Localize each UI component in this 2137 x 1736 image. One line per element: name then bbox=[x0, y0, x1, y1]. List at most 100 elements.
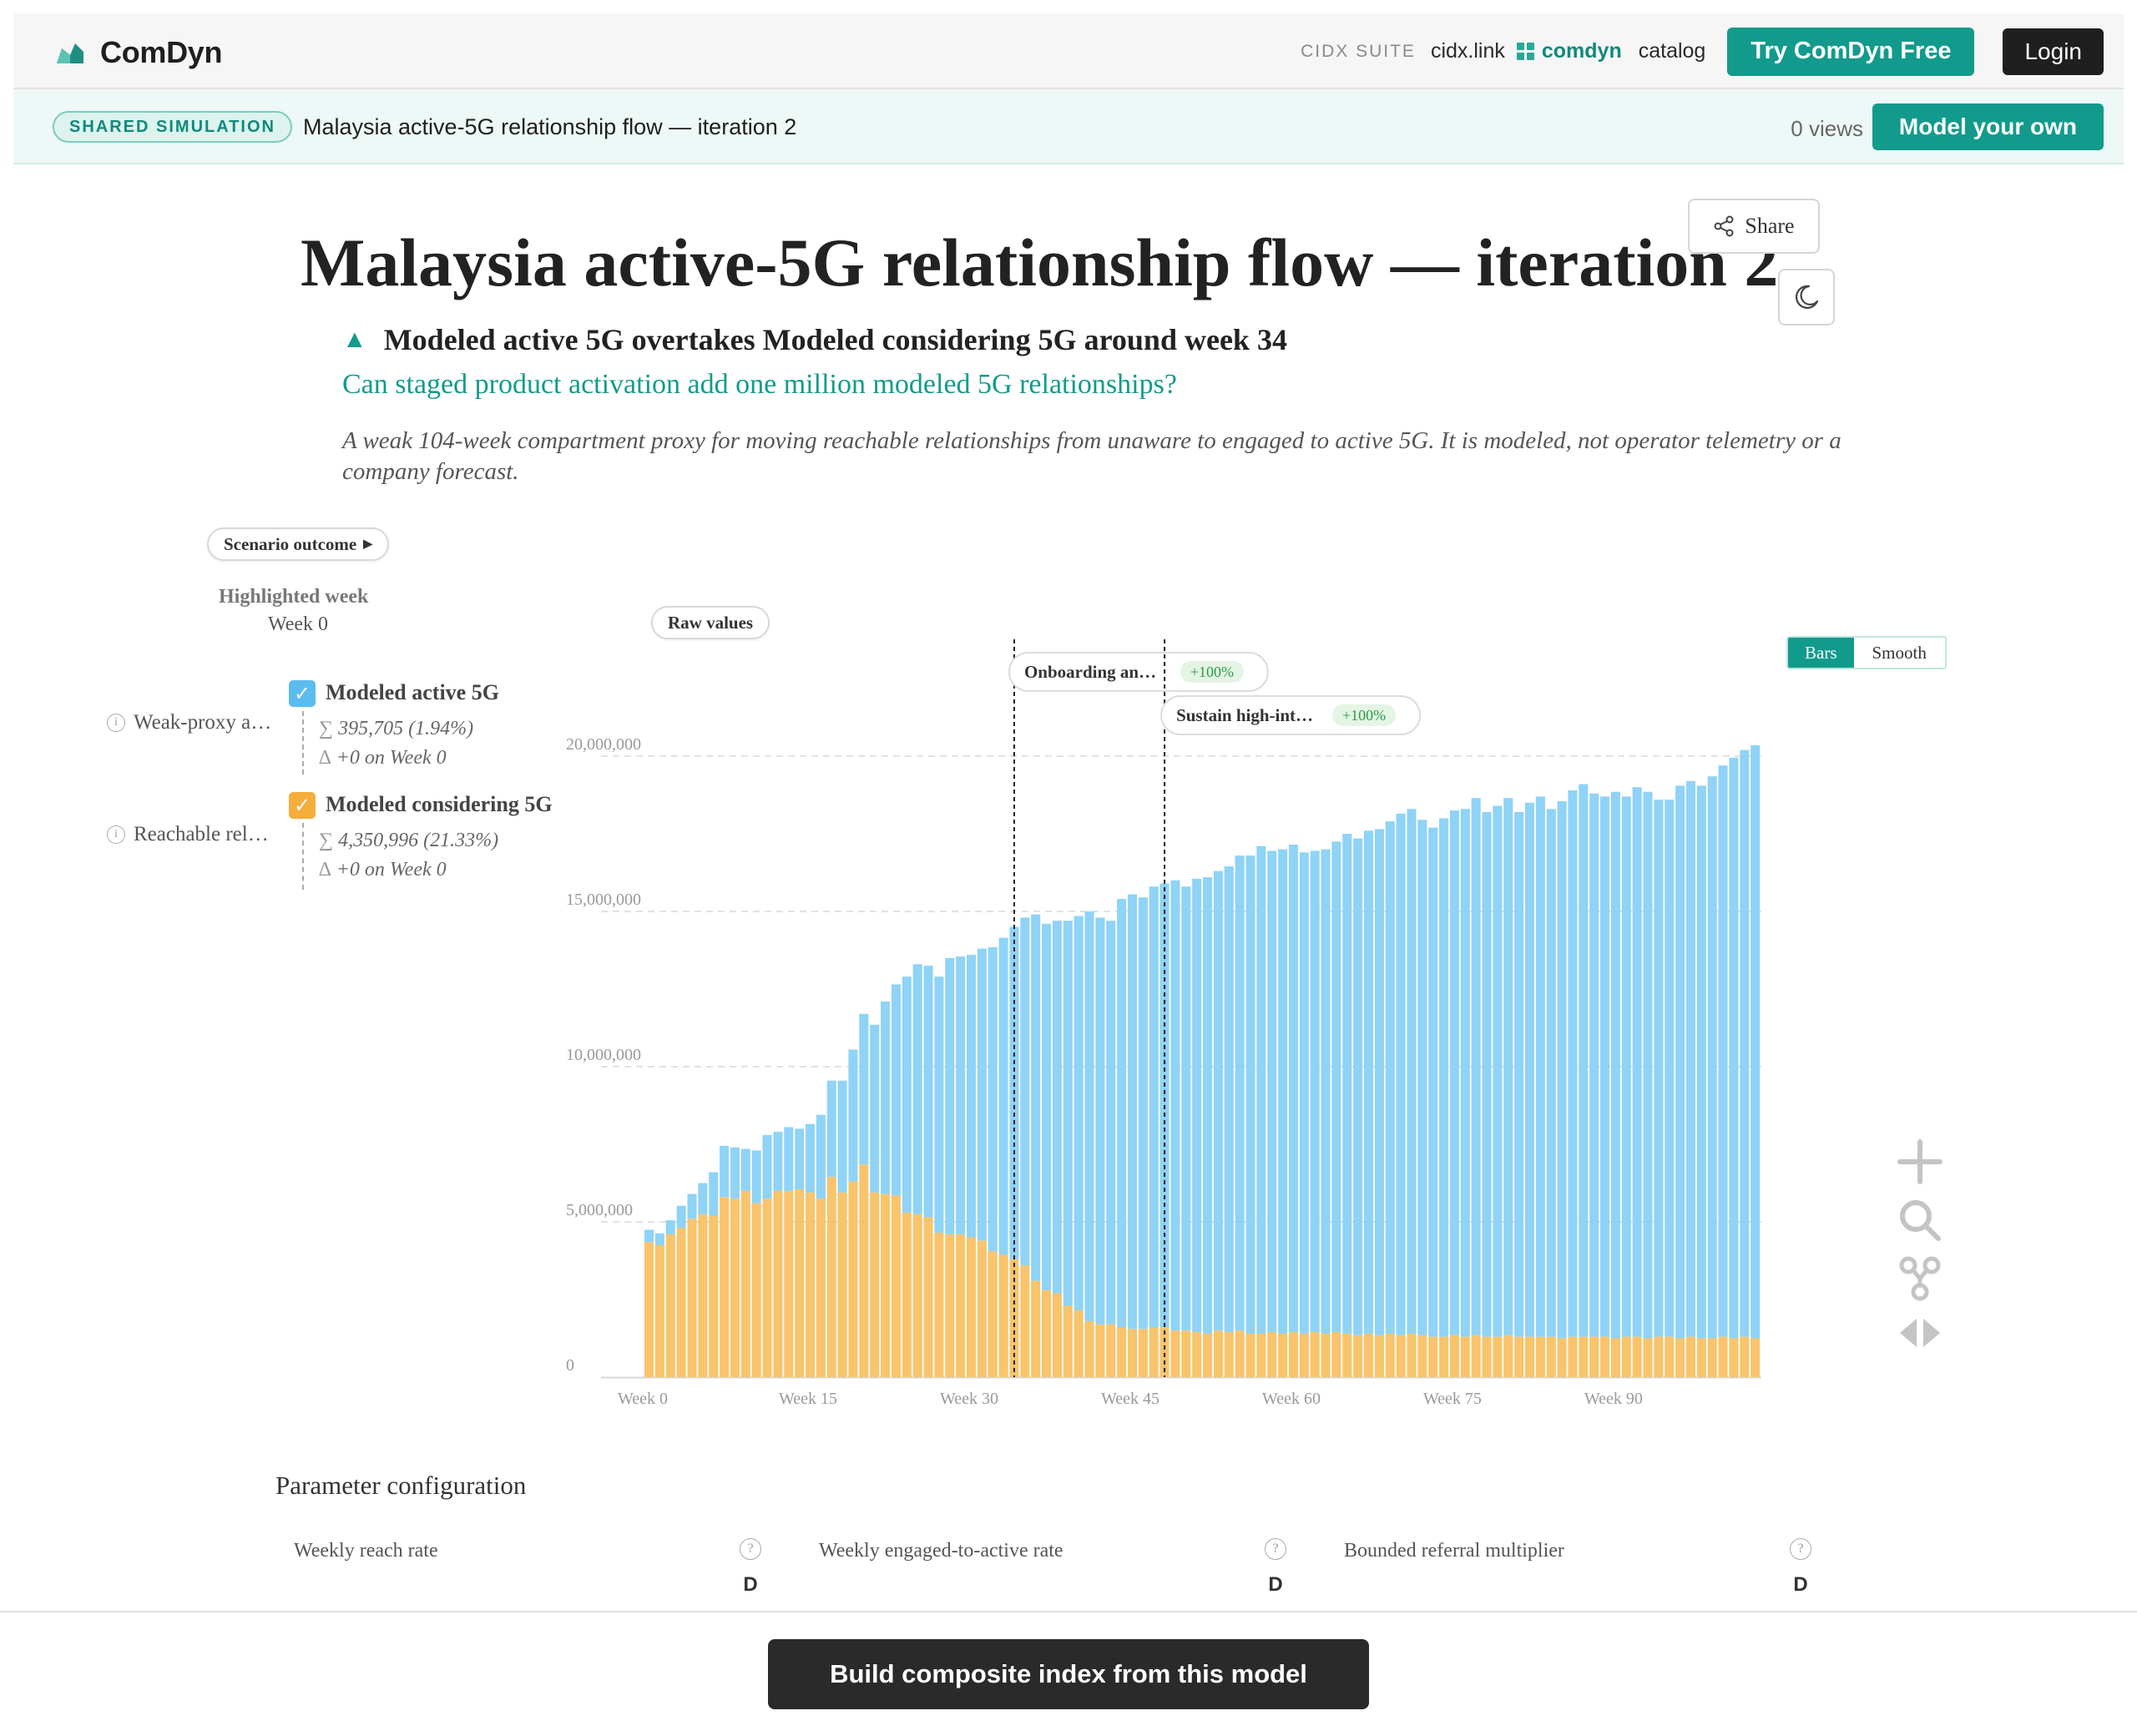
bar-active bbox=[1524, 802, 1535, 1337]
x-tick-label: Week 0 bbox=[618, 1390, 668, 1408]
checkbox-considering-5g[interactable]: ✓ bbox=[289, 792, 316, 819]
dark-mode-toggle[interactable] bbox=[1778, 269, 1835, 326]
bar-considering bbox=[1471, 1335, 1481, 1377]
bar-active bbox=[762, 1134, 772, 1199]
bar-considering bbox=[1685, 1336, 1696, 1377]
bar-active bbox=[988, 946, 998, 1252]
bar-considering bbox=[740, 1190, 750, 1377]
login-button[interactable]: Login bbox=[2003, 28, 2104, 75]
bar-active bbox=[1342, 834, 1352, 1334]
bar-active bbox=[998, 937, 1008, 1255]
plus-icon[interactable] bbox=[1895, 1137, 1945, 1187]
model-your-own-button[interactable]: Model your own bbox=[1872, 103, 2104, 150]
raw-values-label: Raw values bbox=[668, 612, 754, 633]
event-annotation[interactable]: Onboarding an… +100% bbox=[1008, 652, 1269, 692]
bar-considering bbox=[1374, 1335, 1384, 1377]
series-description-active[interactable]: i Weak-proxy a… bbox=[107, 711, 271, 734]
shared-badge: SHARED SIMULATION bbox=[53, 111, 292, 143]
reset-icon[interactable] bbox=[1895, 1312, 1945, 1354]
bar-active bbox=[1385, 821, 1395, 1334]
view-count: 0 views bbox=[1791, 116, 1863, 141]
bar-active bbox=[1020, 917, 1030, 1266]
bar-considering bbox=[730, 1199, 740, 1377]
bar-active bbox=[784, 1127, 794, 1191]
bar-considering bbox=[1181, 1330, 1191, 1377]
bar-considering bbox=[966, 1237, 977, 1377]
raw-values-pill[interactable]: Raw values bbox=[651, 606, 770, 639]
bar-active bbox=[1579, 784, 1589, 1337]
bar-considering bbox=[1288, 1332, 1298, 1377]
nav-link-catalog[interactable]: catalog bbox=[1638, 39, 1706, 63]
bar-considering bbox=[1493, 1336, 1503, 1377]
bar-active bbox=[1407, 809, 1417, 1334]
param-label: Weekly engaged-to-active rate bbox=[819, 1540, 1063, 1562]
bar-active bbox=[1235, 855, 1245, 1331]
bar-active bbox=[1696, 785, 1706, 1339]
bar-considering bbox=[912, 1214, 922, 1377]
nav-link-comdyn[interactable]: comdyn bbox=[1516, 39, 1622, 63]
x-tick-label: Week 90 bbox=[1584, 1390, 1643, 1408]
caret-right-icon: ▶ bbox=[363, 537, 372, 551]
series-name-considering: Modeled considering 5G bbox=[326, 792, 553, 816]
bar-considering bbox=[773, 1190, 783, 1377]
bar-considering bbox=[859, 1164, 869, 1377]
bar-active bbox=[1224, 866, 1234, 1333]
bar-considering bbox=[1042, 1289, 1052, 1377]
bar-active bbox=[665, 1220, 675, 1234]
brand-logo[interactable]: ComDyn bbox=[55, 35, 223, 70]
bar-active bbox=[1751, 744, 1761, 1339]
bar-considering bbox=[923, 1217, 933, 1377]
bar-considering bbox=[1740, 1336, 1750, 1377]
bar-active bbox=[1460, 809, 1470, 1337]
help-icon[interactable]: ? bbox=[1790, 1538, 1811, 1560]
bar-active bbox=[1278, 849, 1288, 1334]
bar-considering bbox=[1675, 1338, 1685, 1377]
build-composite-index-button[interactable]: Build composite index from this model bbox=[768, 1639, 1369, 1709]
bar-active bbox=[1203, 877, 1213, 1334]
bar-active bbox=[1192, 878, 1202, 1333]
checkbox-active-5g[interactable]: ✓ bbox=[289, 680, 316, 707]
bar-active bbox=[1353, 838, 1363, 1335]
param-weekly-reach[interactable]: Weekly reach rate ? D bbox=[294, 1538, 761, 1596]
bar-active bbox=[687, 1194, 697, 1219]
toggle-smooth[interactable]: Smooth bbox=[1853, 638, 1945, 668]
bar-considering bbox=[891, 1195, 901, 1377]
nav-links: CIDX SUITE cidx.link comdyn catalog Try … bbox=[1301, 13, 2124, 89]
bar-considering bbox=[1031, 1280, 1041, 1377]
bar-considering bbox=[998, 1254, 1008, 1377]
nav-link-cidx[interactable]: cidx.link bbox=[1430, 39, 1505, 63]
bar-active bbox=[1031, 914, 1041, 1281]
help-icon[interactable]: ? bbox=[1265, 1538, 1286, 1560]
param-referral-multiplier[interactable]: Bounded referral multiplier ? D bbox=[1344, 1538, 1811, 1596]
bar-active bbox=[891, 984, 901, 1196]
bar-active bbox=[1170, 880, 1180, 1331]
bar-active bbox=[956, 956, 966, 1234]
bar-active bbox=[1654, 800, 1664, 1337]
stacked-bar-chart[interactable]: 0 5,000,000 10,000,000 15,000,000 20,000,000… bbox=[534, 601, 1870, 1419]
try-free-button[interactable]: Try ComDyn Free bbox=[1727, 27, 1975, 76]
bar-active bbox=[751, 1150, 761, 1204]
bar-active bbox=[1535, 796, 1545, 1337]
scenario-outcome-pill[interactable]: Scenario outcome ▶ bbox=[207, 527, 389, 561]
banner-title: Malaysia active-5G relationship flow — i… bbox=[303, 114, 797, 139]
bar-considering bbox=[1256, 1333, 1266, 1377]
bar-active bbox=[848, 1049, 858, 1182]
help-icon[interactable]: ? bbox=[740, 1538, 761, 1560]
series-description-considering[interactable]: i Reachable rel… bbox=[107, 823, 269, 846]
bar-considering bbox=[826, 1177, 836, 1377]
param-engaged-to-active[interactable]: Weekly engaged-to-active rate ? D bbox=[819, 1538, 1286, 1596]
event-badge-text: +100% bbox=[1190, 664, 1234, 680]
event-badge bbox=[1332, 704, 1397, 726]
bar-considering bbox=[1449, 1335, 1459, 1377]
event-annotation[interactable]: Sustain high-int… +100% bbox=[1160, 695, 1422, 735]
zoom-icon[interactable] bbox=[1895, 1195, 1945, 1245]
up-triangle-icon: ▲ bbox=[342, 326, 367, 353]
bar-active bbox=[1449, 810, 1459, 1335]
chart-mode-toggle[interactable]: Bars Smooth bbox=[1786, 636, 1947, 669]
toggle-bars[interactable]: Bars bbox=[1788, 638, 1854, 668]
bar-active bbox=[1084, 911, 1094, 1322]
bar-active bbox=[1482, 811, 1492, 1337]
pan-icon[interactable] bbox=[1895, 1254, 1945, 1304]
sum-icon: ∑ bbox=[319, 830, 334, 851]
share-button[interactable]: Share bbox=[1688, 199, 1820, 254]
